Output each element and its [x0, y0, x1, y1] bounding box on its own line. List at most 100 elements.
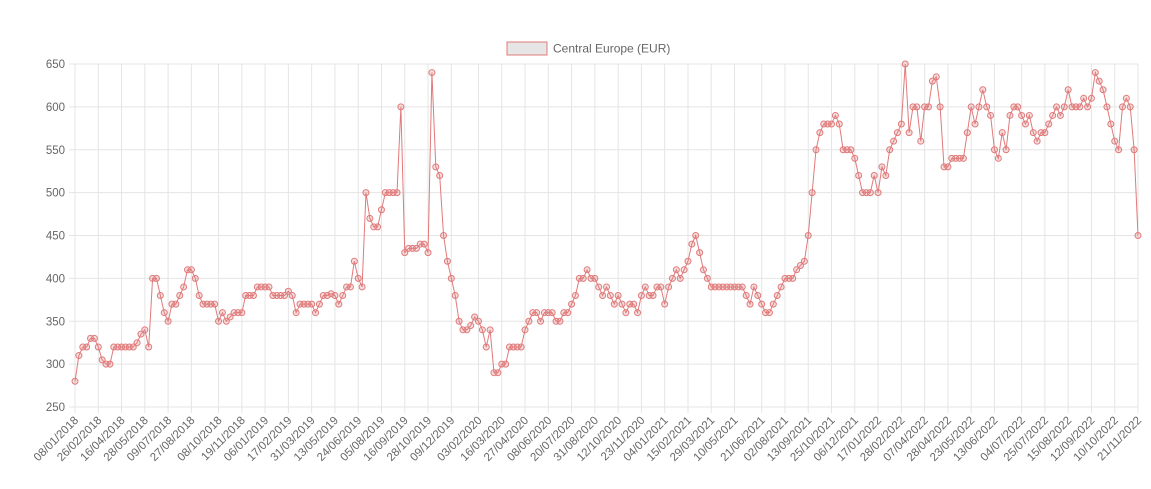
data-point[interactable] — [440, 232, 448, 239]
data-point[interactable] — [327, 290, 335, 298]
data-point[interactable] — [191, 274, 199, 282]
data-point[interactable] — [699, 266, 707, 274]
data-point[interactable] — [164, 317, 172, 325]
data-point[interactable] — [812, 146, 820, 154]
data-point[interactable] — [634, 309, 642, 317]
data-point[interactable] — [537, 317, 545, 325]
data-point[interactable] — [692, 232, 700, 239]
data-point[interactable] — [428, 69, 436, 77]
data-point[interactable] — [1014, 103, 1022, 111]
data-point[interactable] — [606, 292, 614, 300]
data-point[interactable] — [265, 283, 273, 291]
data-point[interactable] — [925, 103, 932, 111]
data-point[interactable] — [1115, 146, 1123, 154]
data-point[interactable] — [614, 292, 622, 300]
data-point[interactable] — [502, 360, 510, 368]
data-point[interactable] — [486, 326, 494, 334]
data-point[interactable] — [1111, 137, 1119, 145]
data-point[interactable] — [358, 283, 366, 291]
data-point[interactable] — [773, 292, 781, 300]
data-point[interactable] — [1045, 120, 1053, 128]
data-point[interactable] — [292, 309, 300, 317]
data-point[interactable] — [401, 249, 409, 257]
data-point[interactable] — [339, 292, 347, 300]
data-point[interactable] — [1080, 94, 1088, 102]
data-point[interactable] — [967, 103, 975, 111]
data-point[interactable] — [374, 223, 382, 231]
data-point[interactable] — [152, 274, 160, 282]
data-point[interactable] — [564, 309, 572, 317]
data-point[interactable] — [249, 292, 257, 300]
data-point[interactable] — [874, 189, 882, 197]
data-point[interactable] — [897, 120, 905, 128]
data-point[interactable] — [525, 317, 533, 325]
data-point[interactable] — [83, 343, 91, 351]
data-point[interactable] — [680, 266, 688, 274]
data-point[interactable] — [377, 206, 385, 214]
data-point[interactable] — [668, 274, 676, 282]
data-point[interactable] — [963, 129, 971, 137]
data-point[interactable] — [195, 292, 203, 300]
data-point[interactable] — [94, 343, 102, 351]
data-point[interactable] — [649, 292, 657, 300]
data-point[interactable] — [315, 300, 323, 308]
data-point[interactable] — [637, 292, 645, 300]
data-point[interactable] — [1134, 232, 1142, 239]
data-point[interactable] — [696, 249, 704, 257]
data-point[interactable] — [393, 189, 401, 197]
data-point[interactable] — [323, 292, 331, 300]
data-point[interactable] — [913, 103, 921, 111]
data-point[interactable] — [397, 103, 405, 111]
data-point[interactable] — [758, 300, 766, 308]
data-point[interactable] — [156, 292, 164, 300]
data-point[interactable] — [226, 313, 234, 321]
data-point[interactable] — [288, 292, 296, 300]
data-point[interactable] — [835, 120, 843, 128]
data-point[interactable] — [335, 300, 343, 308]
data-point[interactable] — [831, 111, 839, 119]
data-point[interactable] — [1130, 146, 1138, 154]
data-point[interactable] — [595, 283, 603, 291]
data-point[interactable] — [599, 292, 607, 300]
data-point[interactable] — [661, 300, 669, 308]
data-point[interactable] — [1033, 137, 1041, 145]
data-point[interactable] — [676, 274, 684, 282]
data-point[interactable] — [346, 283, 354, 291]
data-point[interactable] — [447, 274, 455, 282]
data-point[interactable] — [471, 313, 479, 321]
data-point[interactable] — [106, 360, 114, 368]
data-point[interactable] — [467, 322, 475, 330]
data-point[interactable] — [591, 274, 599, 282]
data-point[interactable] — [1084, 103, 1092, 111]
data-point[interactable] — [556, 317, 564, 325]
data-point[interactable] — [746, 300, 754, 308]
data-point[interactable] — [308, 300, 316, 308]
data-point[interactable] — [1122, 94, 1130, 102]
data-point[interactable] — [218, 309, 226, 317]
data-point[interactable] — [137, 330, 145, 338]
data-point[interactable] — [847, 146, 855, 154]
data-point[interactable] — [71, 377, 79, 385]
data-point[interactable] — [517, 343, 525, 351]
data-point[interactable] — [932, 73, 940, 81]
data-point[interactable] — [284, 287, 292, 295]
data-point[interactable] — [238, 309, 246, 317]
data-point[interactable] — [474, 317, 482, 325]
data-point[interactable] — [1091, 69, 1099, 77]
data-point[interactable] — [777, 283, 785, 291]
data-point[interactable] — [571, 292, 579, 300]
data-point[interactable] — [630, 300, 638, 308]
data-point[interactable] — [1103, 103, 1111, 111]
data-point[interactable] — [432, 163, 440, 171]
data-point[interactable] — [451, 292, 459, 300]
data-point[interactable] — [944, 163, 952, 171]
data-point[interactable] — [622, 309, 630, 317]
data-point[interactable] — [141, 326, 149, 334]
data-point[interactable] — [983, 103, 991, 111]
data-point[interactable] — [998, 129, 1006, 137]
data-point[interactable] — [354, 274, 362, 282]
data-point[interactable] — [521, 326, 529, 334]
data-point[interactable] — [129, 343, 137, 351]
data-point[interactable] — [866, 189, 874, 197]
data-point[interactable] — [180, 283, 188, 291]
